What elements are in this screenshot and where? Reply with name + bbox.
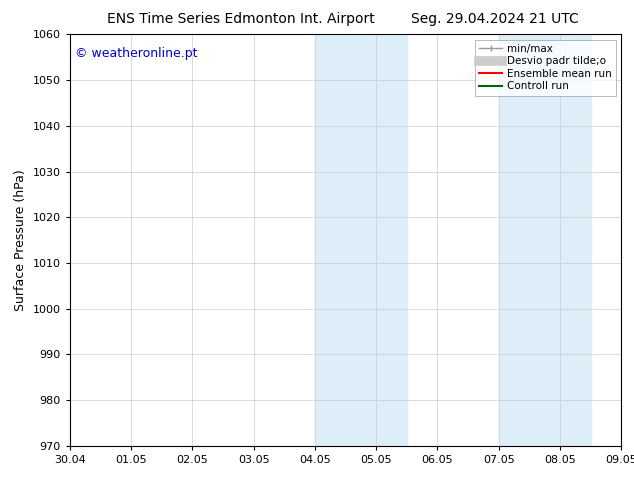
Bar bbox=[346, 34, 407, 446]
Y-axis label: Surface Pressure (hPa): Surface Pressure (hPa) bbox=[14, 169, 27, 311]
Bar bbox=[499, 34, 529, 446]
Text: Seg. 29.04.2024 21 UTC: Seg. 29.04.2024 21 UTC bbox=[411, 12, 578, 26]
Bar bbox=[529, 34, 591, 446]
Legend: min/max, Desvio padr tilde;o, Ensemble mean run, Controll run: min/max, Desvio padr tilde;o, Ensemble m… bbox=[475, 40, 616, 96]
Text: © weatheronline.pt: © weatheronline.pt bbox=[75, 47, 198, 60]
Text: ENS Time Series Edmonton Int. Airport: ENS Time Series Edmonton Int. Airport bbox=[107, 12, 375, 26]
Bar bbox=[315, 34, 346, 446]
